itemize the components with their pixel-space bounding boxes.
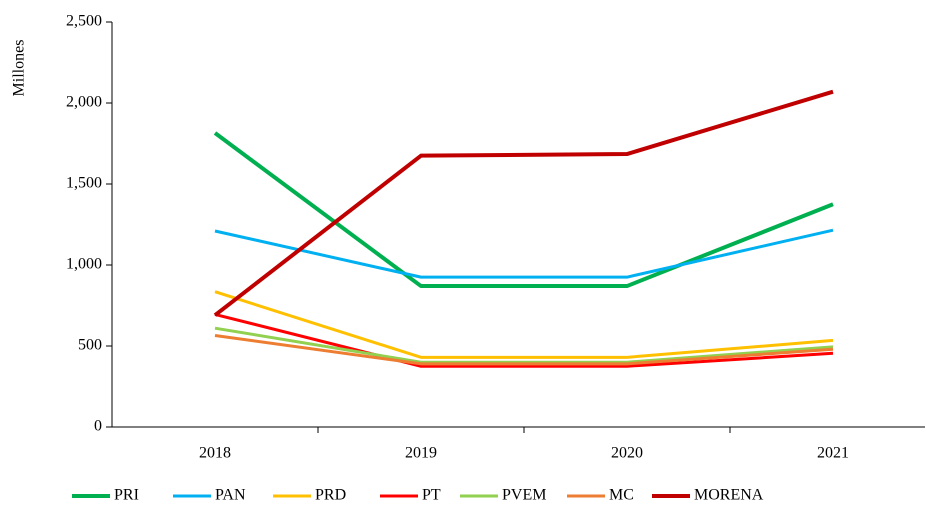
legend-label: PRD — [315, 487, 346, 504]
y-tick-label: 0 — [94, 418, 102, 435]
x-tick-label: 2021 — [817, 445, 849, 462]
x-tick-label: 2020 — [611, 445, 643, 462]
series-line — [213, 89, 834, 317]
series-line — [213, 131, 834, 289]
legend-label: PAN — [215, 487, 246, 504]
y-tick-label: 1,500 — [66, 175, 102, 192]
y-tick-label: 500 — [78, 337, 102, 354]
series-line — [214, 290, 834, 359]
x-tick-label: 2019 — [405, 445, 437, 462]
y-tick-label: 2,500 — [66, 13, 102, 30]
x-tick-label: 2018 — [199, 445, 231, 462]
y-tick-label: 2,000 — [66, 94, 102, 111]
y-axis-label: Millones — [11, 40, 28, 97]
series-line — [214, 312, 834, 368]
legend-label: PRI — [114, 487, 139, 504]
legend-label: PVEM — [502, 487, 546, 504]
y-tick-label: 1,000 — [66, 256, 102, 273]
legend-label: MORENA — [694, 487, 764, 504]
series-line — [214, 228, 834, 279]
series-line — [214, 326, 834, 364]
legend-label: PT — [422, 487, 441, 504]
legend-label: MC — [609, 487, 634, 504]
series-line — [214, 333, 834, 366]
